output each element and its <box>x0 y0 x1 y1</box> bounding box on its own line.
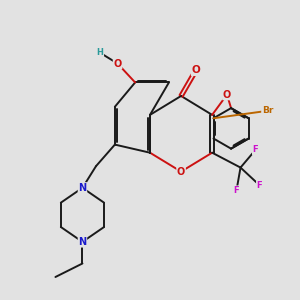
Text: O: O <box>223 90 231 100</box>
Text: Br: Br <box>262 106 273 115</box>
Text: O: O <box>177 167 185 177</box>
Text: F: F <box>253 146 258 154</box>
Text: O: O <box>192 65 200 75</box>
Text: O: O <box>113 58 122 68</box>
Text: N: N <box>78 237 86 247</box>
Text: F: F <box>234 186 239 195</box>
Text: F: F <box>256 181 262 190</box>
Text: N: N <box>78 183 86 193</box>
Text: H: H <box>97 48 104 57</box>
